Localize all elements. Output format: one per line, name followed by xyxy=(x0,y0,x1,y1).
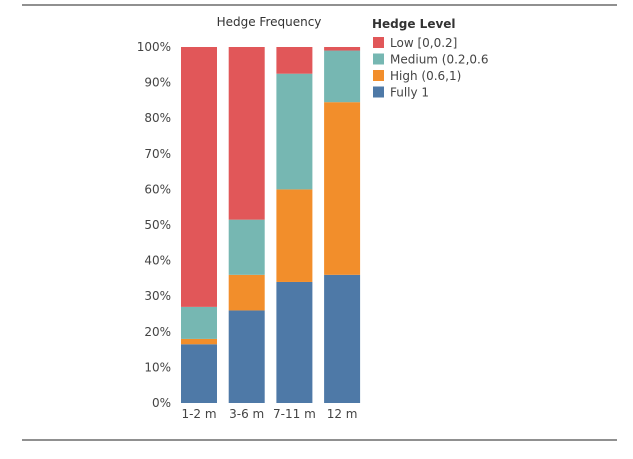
chart-title: Hedge Frequency xyxy=(217,15,322,29)
legend-items: Low [0,0.2] Medium (0.2,0.6 High (0.6,1) Fu… xyxy=(373,36,488,100)
y-tick-label: 0% xyxy=(152,396,171,410)
bar-segment-12-m-high-0-6-1 xyxy=(324,102,361,275)
y-tick-label: 50% xyxy=(144,218,171,232)
y-tick-label: 90% xyxy=(144,76,171,90)
y-tick-label: 100% xyxy=(137,40,171,54)
bar-segment-12-m-fully-1 xyxy=(324,274,361,403)
x-tick-label: 3-6 m xyxy=(229,407,264,421)
legend-swatch-high-0-6-1 xyxy=(373,70,384,81)
bar-segment-1-2-m-fully-1 xyxy=(181,344,217,403)
y-tick-label: 60% xyxy=(144,182,171,196)
y-tick-label: 30% xyxy=(144,289,171,303)
bar-segment-7-11-m-fully-1 xyxy=(276,281,313,403)
x-tick-label: 7-11 m xyxy=(273,407,316,421)
bar-segment-12-m-low-0-0-2 xyxy=(324,47,361,51)
y-tick-label: 20% xyxy=(144,325,171,339)
legend-label-fully-1: Fully 1 xyxy=(390,86,429,100)
bar-segment-1-2-m-high-0-6-1 xyxy=(181,338,217,345)
bar-segment-7-11-m-low-0-0-2 xyxy=(276,47,313,74)
bar-segment-3-6-m-fully-1 xyxy=(228,310,265,403)
bar-segment-12-m-medium-0-2-0-6 xyxy=(324,50,361,103)
bar-segment-1-2-m-medium-0-2-0-6 xyxy=(181,306,217,339)
legend-label-high-0-6-1: High (0.6,1) xyxy=(390,69,461,83)
bar-segment-7-11-m-medium-0-2-0-6 xyxy=(276,73,313,190)
bar-segment-3-6-m-high-0-6-1 xyxy=(228,274,265,311)
y-axis: 0% 10% 20% 30% 40% 50% 60% 70% 80% 90% 100% xyxy=(137,40,171,410)
x-tick-label: 12 m xyxy=(327,407,358,421)
legend-swatch-low-0-0-2 xyxy=(373,37,384,48)
y-tick-label: 40% xyxy=(144,254,171,268)
y-tick-label: 70% xyxy=(144,147,171,161)
legend-swatch-medium-0-2-0-6 xyxy=(373,53,384,65)
legend: Hedge Level Low [0,0.2] Medium (0.2,0.6 Hi… xyxy=(372,17,488,100)
legend-label-low-0-0-2: Low [0,0.2] xyxy=(390,36,457,50)
legend-title: Hedge Level xyxy=(372,17,456,31)
y-tick-label: 10% xyxy=(144,360,171,374)
bar-segment-1-2-m-low-0-0-2 xyxy=(181,47,217,307)
y-tick-label: 80% xyxy=(144,111,171,125)
x-axis: 1-2 m 3-6 m 7-11 m 12 m xyxy=(181,407,357,421)
bar-segment-3-6-m-medium-0-2-0-6 xyxy=(228,219,265,275)
bar-segment-7-11-m-high-0-6-1 xyxy=(276,189,313,282)
x-tick-label: 1-2 m xyxy=(181,407,216,421)
bars-group xyxy=(181,47,361,403)
legend-label-medium-0-2-0-6: Medium (0.2,0.6 xyxy=(390,53,488,67)
legend-swatch-fully-1 xyxy=(373,86,384,98)
bar-segment-3-6-m-low-0-0-2 xyxy=(228,47,265,220)
